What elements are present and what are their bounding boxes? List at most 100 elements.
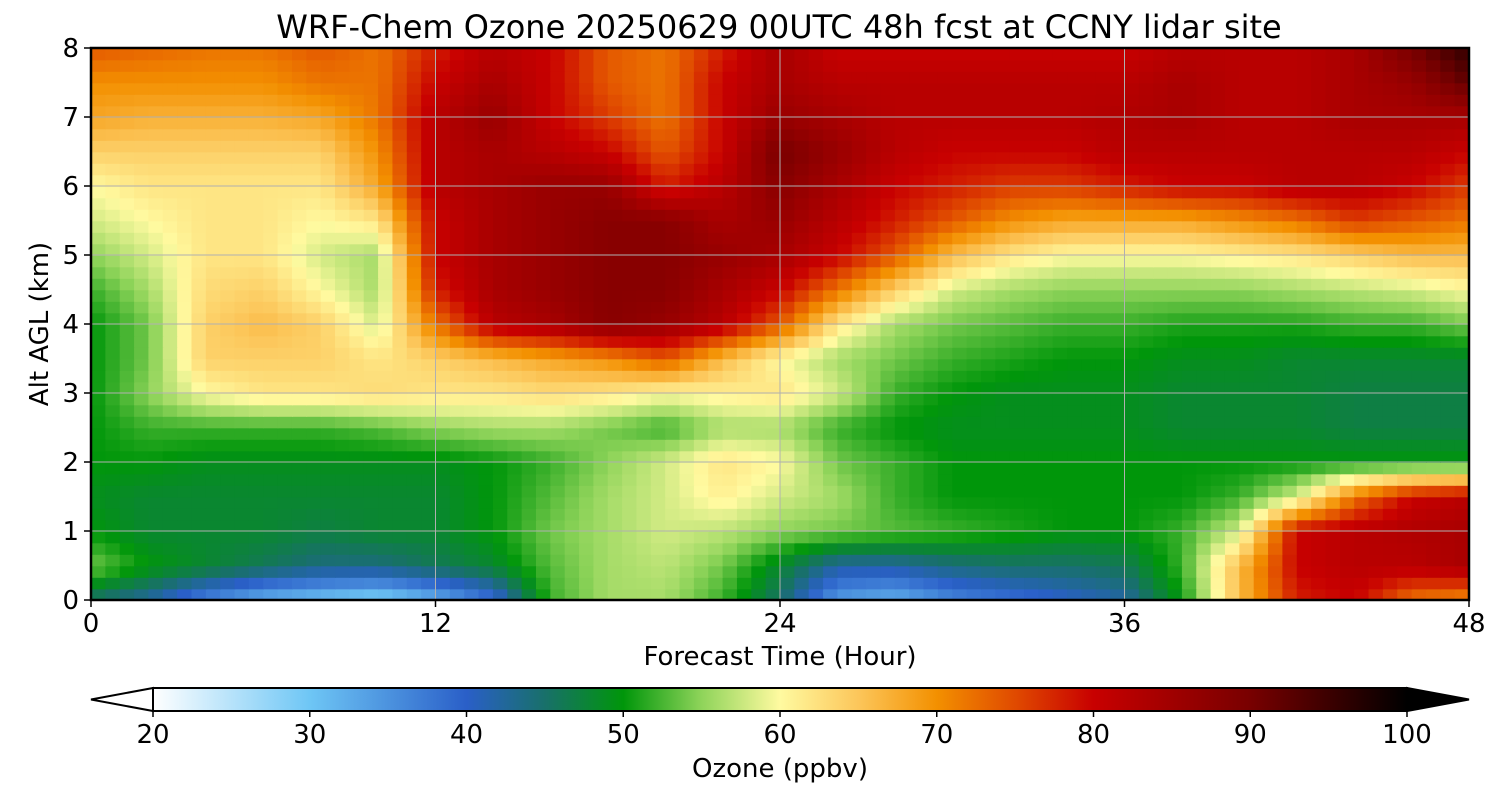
heatmap-cell	[1196, 209, 1212, 222]
heatmap-cell	[1296, 588, 1312, 601]
heatmap-cell	[1282, 266, 1298, 279]
heatmap-cell	[134, 335, 150, 348]
heatmap-cell	[263, 232, 279, 245]
heatmap-cell	[1282, 232, 1298, 245]
heatmap-cell	[521, 232, 537, 245]
colorbar-tick-label: 80	[1077, 720, 1110, 750]
heatmap-cell	[736, 94, 753, 107]
heatmap-cell	[722, 209, 738, 222]
heatmap-cell	[1210, 404, 1226, 417]
heatmap-cell	[794, 71, 810, 84]
heatmap-cell	[363, 450, 379, 463]
heatmap-cell	[335, 416, 351, 429]
heatmap-cell	[1368, 117, 1384, 130]
heatmap-cell	[693, 324, 710, 337]
heatmap-cell	[708, 427, 724, 440]
heatmap-cell	[478, 577, 494, 590]
heatmap-cell	[607, 243, 623, 256]
heatmap-cell	[464, 404, 480, 417]
heatmap-cell	[1067, 370, 1083, 383]
heatmap-cell	[1440, 209, 1456, 222]
heatmap-cell	[220, 496, 236, 509]
heatmap-cell	[693, 220, 710, 233]
heatmap-cell	[1067, 197, 1083, 210]
heatmap-cell	[320, 243, 336, 256]
heatmap-cell	[1110, 312, 1126, 325]
heatmap-cell	[248, 335, 265, 348]
heatmap-cell	[952, 347, 968, 360]
heatmap-cell	[1382, 278, 1399, 291]
heatmap-cell	[134, 266, 150, 279]
heatmap-cell	[378, 128, 394, 141]
heatmap-cell	[191, 289, 207, 302]
heatmap-cell	[220, 117, 236, 130]
heatmap-cell	[1038, 485, 1054, 498]
heatmap-cell	[91, 508, 107, 521]
heatmap-cell	[1354, 128, 1370, 141]
heatmap-cell	[1454, 94, 1470, 107]
heatmap-cell	[1253, 485, 1269, 498]
heatmap-cell	[464, 370, 480, 383]
heatmap-cell	[1181, 255, 1198, 268]
heatmap-cell	[291, 542, 308, 555]
heatmap-cell	[263, 370, 279, 383]
colorbar-tick-label: 100	[1382, 720, 1432, 750]
heatmap-cell	[234, 335, 250, 348]
heatmap-cell	[1296, 416, 1312, 429]
heatmap-cell	[1282, 554, 1298, 567]
heatmap-cell	[1411, 151, 1427, 164]
heatmap-cell	[1196, 174, 1212, 187]
heatmap-cell	[1268, 105, 1284, 118]
heatmap-cell	[1167, 519, 1183, 532]
heatmap-cell	[1311, 174, 1327, 187]
heatmap-cell	[1325, 404, 1341, 417]
heatmap-cell	[1181, 347, 1198, 360]
heatmap-cell	[1110, 542, 1126, 555]
heatmap-cell	[650, 358, 666, 371]
heatmap-cell	[105, 347, 121, 360]
heatmap-cell	[1081, 370, 1097, 383]
heatmap-cell	[291, 347, 308, 360]
heatmap-cell	[1311, 71, 1327, 84]
heatmap-cell	[1024, 174, 1040, 187]
heatmap-cell	[679, 427, 695, 440]
heatmap-cell	[880, 266, 896, 279]
heatmap-cell	[851, 163, 867, 176]
heatmap-cell	[378, 531, 394, 544]
heatmap-cell	[263, 577, 279, 590]
heatmap-cell	[1239, 82, 1255, 95]
heatmap-cell	[1038, 542, 1054, 555]
heatmap-cell	[1110, 71, 1126, 84]
heatmap-cell	[808, 105, 824, 118]
heatmap-cell	[1440, 105, 1456, 118]
heatmap-cell	[1153, 128, 1169, 141]
heatmap-cell	[191, 347, 207, 360]
heatmap-cell	[335, 358, 351, 371]
heatmap-cell	[177, 105, 193, 118]
heatmap-cell	[1067, 59, 1083, 72]
heatmap-cell	[234, 220, 250, 233]
heatmap-cell	[593, 117, 609, 130]
heatmap-cell	[693, 335, 710, 348]
heatmap-cell	[220, 335, 236, 348]
heatmap-cell	[823, 404, 839, 417]
heatmap-cell	[234, 255, 250, 268]
heatmap-cell	[220, 473, 236, 486]
heatmap-cell	[937, 462, 954, 475]
heatmap-cell	[550, 59, 566, 72]
heatmap-cell	[306, 370, 322, 383]
heatmap-cell	[909, 278, 925, 291]
heatmap-cell	[607, 393, 623, 406]
heatmap-cell	[579, 71, 595, 84]
heatmap-cell	[765, 266, 781, 279]
heatmap-cell	[1268, 381, 1284, 394]
heatmap-cell	[392, 197, 408, 210]
heatmap-cell	[349, 197, 365, 210]
heatmap-cell	[722, 462, 738, 475]
heatmap-cell	[507, 71, 523, 84]
heatmap-cell	[449, 416, 465, 429]
heatmap-cell	[1311, 531, 1327, 544]
heatmap-cell	[148, 289, 164, 302]
heatmap-cell	[349, 140, 365, 153]
heatmap-cell	[665, 220, 681, 233]
